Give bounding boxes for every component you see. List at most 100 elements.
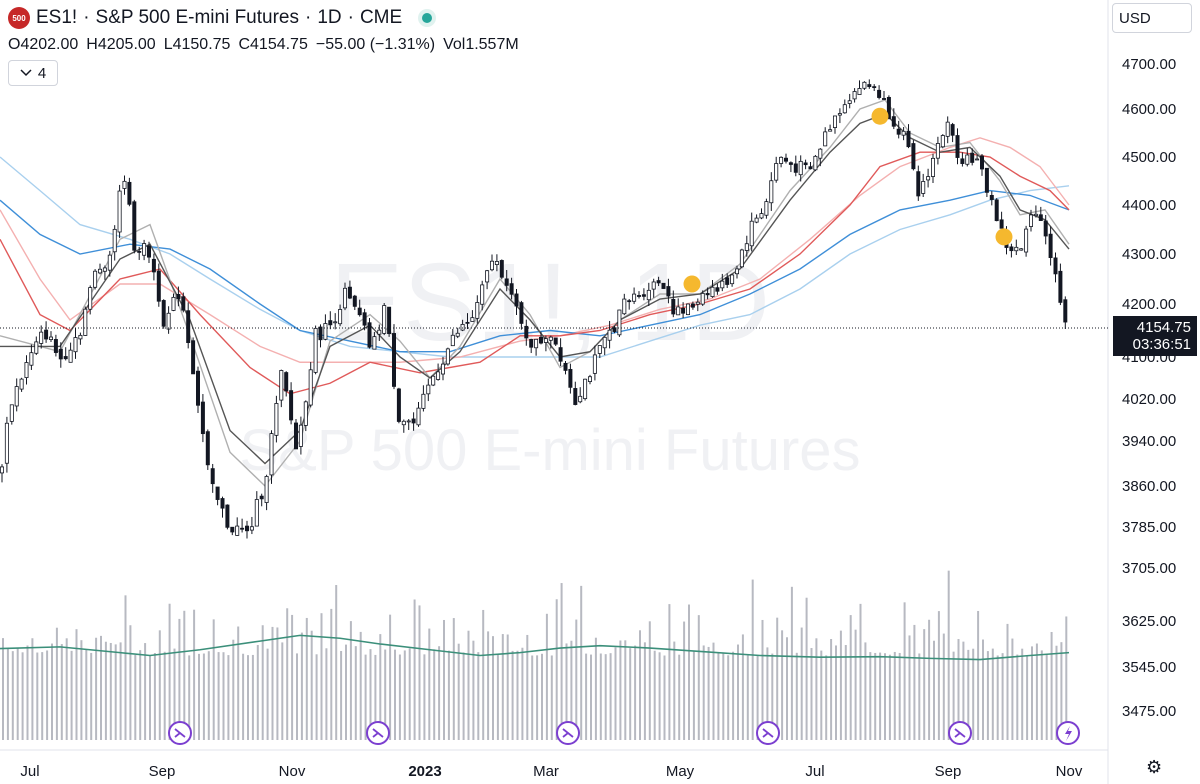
candle-body: [1024, 228, 1029, 253]
volume-bar: [158, 630, 161, 740]
candle-body: [725, 277, 730, 285]
candle-body: [847, 100, 852, 104]
candle-body: [107, 254, 112, 271]
volume-bar: [511, 650, 514, 740]
candle-body: [509, 283, 514, 295]
volume-bar: [276, 627, 279, 740]
volume-key: Vol: [443, 36, 466, 53]
price-axis-label: 4600.00: [1122, 101, 1176, 118]
volume-bar: [124, 595, 127, 740]
volume-bar: [202, 653, 205, 740]
candle-body: [906, 130, 911, 148]
volume-bar: [36, 652, 39, 740]
dividend-event-icon[interactable]: [556, 721, 580, 745]
price-axis-label: 3475.00: [1122, 703, 1176, 720]
volume-bar: [746, 655, 749, 740]
volume-bar: [629, 648, 632, 740]
volume-bar: [928, 619, 931, 740]
candle-body: [886, 96, 891, 119]
candle-body: [313, 327, 318, 373]
chevron-down-icon: [20, 69, 32, 77]
volume-bar: [1011, 638, 1014, 740]
candle-body: [1033, 213, 1038, 217]
symbol-logo: 500: [8, 7, 30, 29]
volume-bar: [340, 650, 343, 740]
volume-bar: [639, 630, 641, 740]
volume-bar: [315, 654, 318, 740]
price-axis-label: 3940.00: [1122, 433, 1176, 450]
volume-bar: [227, 655, 230, 740]
volume-bar: [16, 648, 19, 740]
candle-body: [690, 303, 695, 308]
candle-body: [695, 301, 700, 305]
candle-body: [338, 309, 343, 325]
time-axis-label: May: [666, 763, 695, 780]
volume-bar: [374, 654, 377, 740]
volume-bar: [457, 643, 460, 740]
settings-gear-icon[interactable]: ⚙: [1146, 757, 1163, 777]
volume-bar: [129, 625, 132, 740]
price-axis-label: 3860.00: [1122, 478, 1176, 495]
candle-body: [460, 324, 465, 331]
candle-body: [191, 340, 196, 375]
candle-body: [749, 220, 754, 247]
dividend-event-icon[interactable]: [168, 721, 192, 745]
time-axis-label: Nov: [1056, 763, 1083, 780]
volume-bar: [810, 648, 813, 740]
currency-selector[interactable]: USD: [1112, 3, 1192, 33]
candle-body: [112, 228, 117, 253]
indicators-collapse-button[interactable]: 4: [8, 60, 58, 86]
candle-body: [862, 81, 867, 89]
symbol-header[interactable]: 500 ES1! · S&P 500 E-mini Futures · 1D ·…: [8, 6, 433, 30]
candle-body: [730, 274, 735, 285]
candle-body: [249, 526, 254, 531]
volume-bar: [663, 655, 666, 740]
candle-body: [303, 401, 308, 426]
dividend-event-icon[interactable]: [756, 721, 780, 745]
volume-bar: [1026, 655, 1029, 740]
volume-bar: [805, 597, 808, 740]
volume-bar: [957, 639, 960, 740]
volume-bar: [918, 653, 921, 740]
volume-bar: [516, 650, 519, 740]
volume-bar: [683, 621, 686, 740]
candle-body: [293, 422, 298, 450]
candle-body: [553, 337, 558, 345]
candle-body: [53, 339, 58, 353]
volume-bar: [291, 614, 294, 740]
candle-body: [465, 321, 470, 324]
exchange-label: CME: [359, 7, 403, 28]
earnings-event-icon[interactable]: [1056, 721, 1080, 745]
volume-bar: [305, 617, 308, 740]
candle-body: [867, 84, 872, 88]
volume-bar: [815, 638, 818, 740]
candle-body: [4, 422, 9, 464]
volume-bar: [673, 641, 676, 740]
price-axis-label: 3705.00: [1122, 560, 1176, 577]
candle-body: [73, 337, 78, 353]
volume-bar: [65, 638, 68, 740]
market-status-icon[interactable]: [422, 13, 433, 23]
symbol-ticker[interactable]: ES1!: [36, 7, 78, 28]
volume-bar: [722, 652, 725, 740]
volume-bar: [741, 634, 744, 740]
volume-bar: [354, 646, 357, 740]
volume-bar: [2, 638, 4, 740]
candle-body: [882, 98, 887, 100]
volume-bar: [506, 634, 509, 740]
candle-body: [49, 336, 54, 340]
dividend-event-icon[interactable]: [366, 721, 390, 745]
volume-bar: [1065, 616, 1068, 740]
candle-body: [700, 292, 705, 305]
interval-label[interactable]: 1D: [317, 7, 342, 28]
volume-bar: [820, 650, 823, 740]
candle-body: [137, 250, 142, 253]
candle-body: [357, 307, 362, 316]
volume-bar: [570, 640, 573, 740]
candle-body: [421, 393, 426, 409]
candle-body: [514, 293, 519, 307]
dividend-event-icon[interactable]: [948, 721, 972, 745]
volume-bar: [394, 649, 396, 740]
candle-body: [588, 376, 593, 382]
